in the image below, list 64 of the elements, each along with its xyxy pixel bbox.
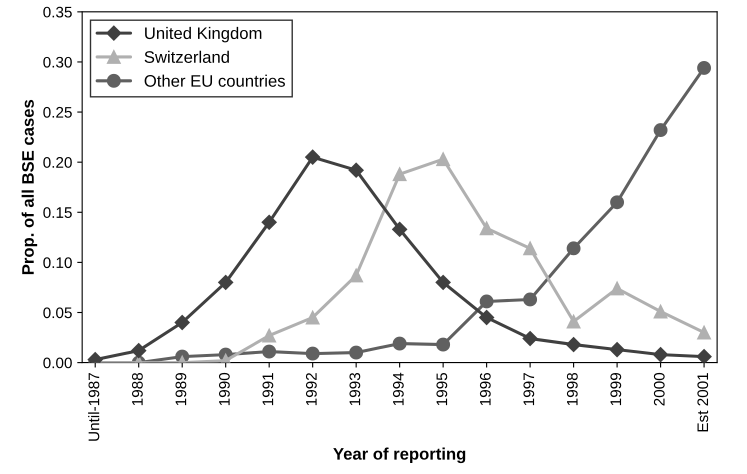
y-tick-label: 0.05	[43, 307, 72, 318]
point	[348, 162, 364, 178]
x-tick-label: 1994	[392, 372, 404, 406]
x-tick-label: 1997	[523, 373, 534, 406]
legend-label: Switzerland	[144, 50, 229, 63]
point	[392, 167, 407, 182]
point	[610, 195, 624, 210]
point	[653, 347, 668, 362]
point	[566, 241, 581, 256]
point	[610, 282, 624, 296]
legend-label: Other EU countries	[144, 74, 285, 87]
y-tick-label: 0.15	[43, 207, 72, 218]
point	[306, 346, 320, 361]
x-tick-label: 1993	[349, 373, 360, 406]
point	[480, 294, 494, 308]
x-tick-label: 1991	[262, 373, 274, 406]
y-tick-label: 0.30	[43, 56, 72, 68]
x-tick-label: 2000	[654, 372, 665, 406]
point	[349, 268, 364, 282]
point	[697, 61, 712, 75]
x-tick-label: 1989	[175, 373, 186, 406]
point	[131, 343, 146, 358]
point	[174, 314, 190, 330]
point	[479, 310, 494, 326]
y-tick-label: 0.00	[43, 357, 72, 368]
point	[610, 342, 625, 358]
point	[523, 292, 538, 306]
point	[392, 336, 407, 351]
y-tick-label: 0.25	[43, 106, 72, 118]
point	[480, 221, 494, 236]
x-tick-label: 1988	[132, 372, 143, 406]
x-tick-label: Until-1987	[88, 373, 100, 441]
point	[436, 274, 451, 290]
point	[392, 222, 408, 237]
point	[566, 314, 581, 328]
point	[436, 152, 450, 166]
point	[305, 150, 320, 165]
point	[654, 304, 668, 318]
point	[697, 326, 712, 340]
y-tick-label: 0.10	[43, 257, 72, 268]
point	[436, 338, 450, 352]
y-tick-label: 0.20	[43, 157, 72, 168]
legend-label: United Kingdom	[145, 26, 262, 42]
point	[522, 330, 538, 346]
y-axis-title: Prop. of all BSE cases	[22, 100, 38, 274]
x-tick-label: 1999	[610, 373, 622, 406]
point	[523, 241, 538, 256]
x-tick-label: Est 2001	[697, 373, 708, 432]
point	[566, 337, 582, 352]
point	[262, 328, 276, 342]
point	[349, 346, 364, 360]
x-tick-label: 1998	[566, 372, 578, 406]
point	[654, 123, 668, 138]
x-tick-label: 1992	[306, 373, 317, 406]
x-axis-title: Year of reporting	[333, 448, 466, 464]
x-tick-label: 1990	[218, 372, 230, 406]
point	[262, 214, 277, 230]
point	[218, 274, 234, 290]
x-tick-label: 1996	[480, 373, 491, 406]
point	[262, 344, 276, 359]
x-tick-label: 1995	[436, 372, 448, 406]
y-tick-label: 0.35	[43, 6, 72, 18]
point	[306, 310, 320, 324]
point	[696, 349, 712, 363]
